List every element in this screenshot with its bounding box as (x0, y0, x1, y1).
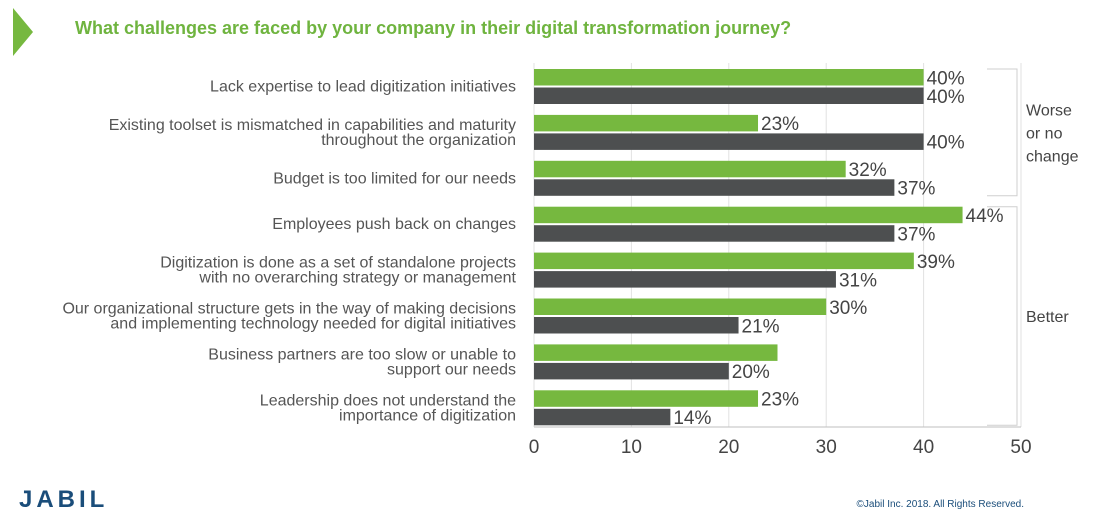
jabil-logo: JABIL (19, 486, 109, 513)
value-label: 23% (761, 114, 799, 135)
category-label: with no overarching strategy or manageme… (198, 270, 516, 287)
category-label: Our organizational structure gets in the… (62, 301, 516, 318)
x-axis-ticks: 0 10 20 30 40 50 (529, 437, 1032, 458)
category-label: throughout the organization (321, 132, 516, 149)
bar-gray (534, 225, 895, 242)
value-label: 39% (917, 252, 955, 273)
value-label: 44% (966, 206, 1004, 227)
x-tick-label: 50 (1010, 437, 1031, 458)
x-tick-label: 20 (718, 437, 739, 458)
category-label: Leadership does not understand the (260, 392, 516, 409)
group-label: Worse (1026, 102, 1072, 119)
bar-green (534, 252, 914, 270)
group-bracket (987, 68, 1018, 197)
bar-green (534, 344, 778, 361)
bar-gray (534, 271, 836, 288)
category-label: Budget is too limited for our needs (273, 170, 516, 187)
bar-green (534, 160, 846, 178)
value-label: 20% (732, 362, 770, 383)
category-label: Digitization is done as a set of standal… (160, 255, 516, 272)
category-label: importance of digitization (339, 407, 516, 424)
value-label: 37% (897, 179, 935, 200)
category-label: Business partners are too slow or unable… (208, 346, 516, 363)
x-tick-label: 30 (816, 437, 837, 458)
copyright-text: ©Jabil Inc. 2018. All Rights Reserved. (856, 499, 1024, 510)
group-brackets: Worse or no change Better (987, 68, 1079, 426)
category-labels: Lack expertise to lead digitization init… (62, 79, 516, 425)
value-label: 23% (761, 390, 799, 411)
group-label: or no (1026, 125, 1063, 142)
category-label: Employees push back on changes (272, 216, 516, 233)
bar-green (534, 69, 924, 86)
chart-title: What challenges are faced by your compan… (75, 18, 792, 38)
value-label: 40% (927, 68, 965, 89)
bar-green (534, 298, 827, 315)
bar-gray (534, 87, 924, 104)
category-label: Lack expertise to lead digitization init… (210, 79, 516, 96)
bars (534, 69, 963, 426)
bar-gray (534, 408, 671, 426)
x-tick-label: 40 (913, 437, 934, 458)
value-label: 40% (927, 87, 965, 108)
x-tick-label: 10 (621, 437, 642, 458)
value-label: 40% (927, 133, 965, 154)
x-tick-label: 0 (529, 437, 540, 458)
category-label: support our needs (387, 361, 516, 378)
value-label: 14% (673, 408, 711, 429)
group-label: change (1026, 148, 1079, 165)
bar-gray (534, 317, 739, 334)
bar-chart: Lack expertise to lead digitization init… (62, 63, 1079, 458)
bar-gray (534, 362, 729, 380)
value-label: 31% (839, 270, 877, 291)
value-label: 37% (897, 224, 935, 245)
bar-gray (534, 133, 924, 150)
value-label: 21% (742, 316, 780, 337)
bar-green (534, 390, 759, 407)
category-label: and implementing technology needed for d… (110, 316, 516, 333)
bar-green (534, 206, 963, 224)
bar-gray (534, 179, 895, 196)
value-label: 30% (829, 298, 867, 319)
bar-green (534, 114, 759, 132)
title-arrow-icon (13, 8, 33, 56)
value-labels: 40%40%23%40%32%37%44%37%39%31%30%21%20%2… (673, 68, 1003, 429)
group-label: Better (1026, 309, 1069, 326)
category-label: Existing toolset is mismatched in capabi… (109, 117, 516, 134)
value-label: 32% (849, 160, 887, 181)
group-bracket (987, 206, 1018, 426)
